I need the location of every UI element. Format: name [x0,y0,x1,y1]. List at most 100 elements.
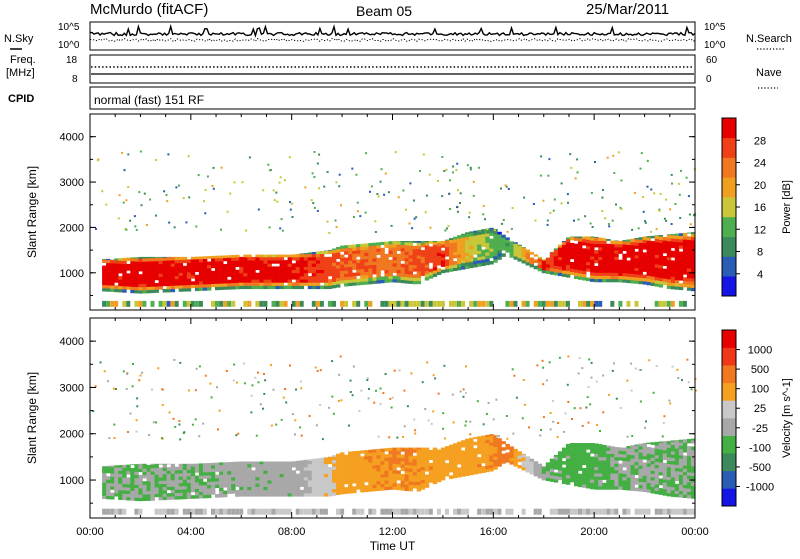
echo-cell [497,256,501,260]
echo-cell [231,484,235,488]
echo-cell [655,261,659,265]
echo-speckle [671,223,673,225]
echo-cell [606,244,610,248]
echo-cell [203,472,207,476]
echo-speckle [280,176,282,178]
echo-cell [102,288,106,292]
echo-cell [401,477,405,481]
echo-cell [320,254,324,258]
x-tick-label: 20:00 [580,526,608,538]
echo-speckle [292,413,294,415]
echo-cell [687,246,691,250]
echo-cell [163,257,167,261]
echo-cell [497,250,501,254]
echo-cell [352,257,356,261]
x-tick-label: 04:00 [177,526,205,538]
echo-cell [296,480,300,484]
echo-cell [247,266,251,270]
echo-cell [288,260,292,264]
echo-cell [465,459,469,463]
echo-cell [284,509,288,515]
echo-cell [663,450,667,454]
echo-cell [610,447,614,451]
echo-cell [384,242,388,245]
echo-cell [268,273,272,277]
echo-cell [223,258,227,262]
echo-cell [566,509,570,515]
echo-cell [380,242,384,245]
echo-cell [598,301,602,307]
echo-cell [465,466,469,470]
echo-speckle [314,207,316,209]
echo-cell [433,448,437,449]
echo-cell [534,254,538,256]
echo-cell [481,453,485,457]
echo-cell [122,471,126,475]
echo-cell [461,441,465,445]
echo-cell [497,240,501,244]
echo-cell [356,470,360,474]
echo-cell [340,478,344,482]
echo-cell [106,269,110,273]
echo-cell [598,266,602,270]
echo-cell [171,282,175,286]
echo-cell [159,283,163,287]
echo-cell [247,493,251,497]
echo-cell [574,473,578,477]
echo-cell [647,483,651,487]
echo-cell [485,509,489,515]
echo-cell [195,281,199,285]
echo-cell [566,301,570,307]
echo-cell [239,273,243,277]
echo-cell [675,245,679,249]
echo-speckle [588,386,590,388]
echo-cell [622,457,626,461]
echo-cell [409,468,413,472]
echo-cell [485,301,489,307]
echo-cell [151,257,155,258]
echo-speckle [413,200,415,202]
echo-cell [457,471,461,475]
echo-cell [372,264,376,268]
echo-cell [368,281,372,285]
echo-cell [405,452,409,456]
echo-cell [586,262,590,266]
echo-cell [493,463,497,467]
echo-cell [223,468,227,472]
echo-cell [191,486,195,490]
echo-cell [562,461,566,465]
echo-cell [308,464,312,468]
echo-cell [562,264,566,268]
echo-cell [655,458,659,462]
echo-speckle [357,210,359,212]
echo-cell [582,252,586,256]
echo-cell [421,241,425,244]
echo-speckle [484,218,486,220]
echo-speckle [679,217,681,219]
echo-cell [631,245,635,249]
echo-cell [663,456,667,460]
echo-cell [679,471,683,475]
echo-speckle [380,403,382,405]
echo-cell [151,283,155,287]
echo-cell [655,442,659,446]
echo-cell [183,509,187,515]
echo-speckle [381,168,383,170]
echo-cell [465,439,469,441]
echo-cell [171,483,175,487]
echo-cell [352,464,356,468]
echo-cell [635,481,639,485]
echo-speckle [581,367,583,369]
echo-cell [473,242,477,246]
echo-cell [469,449,473,453]
echo-speckle [644,220,646,222]
echo-cell [247,483,251,487]
echo-cell [195,469,199,473]
echo-cell [114,273,118,277]
echo-cell [639,258,643,262]
echo-cell [110,260,114,264]
echo-cell [413,246,417,250]
echo-speckle [267,164,269,166]
echo-cell [590,301,594,307]
echo-cell [231,467,235,471]
